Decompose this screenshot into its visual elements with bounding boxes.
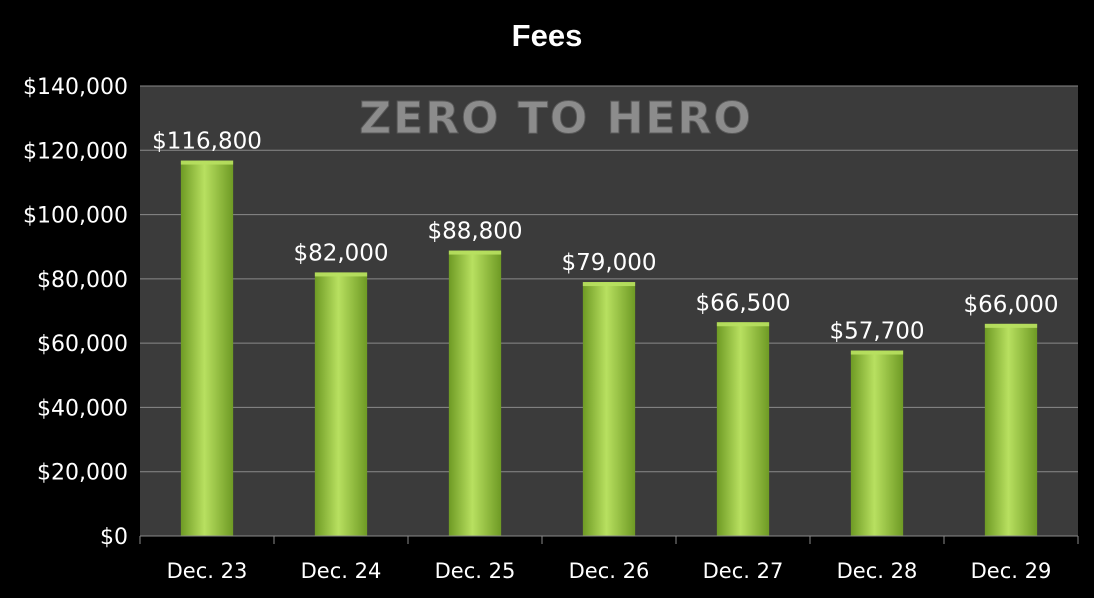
data-label: $82,000 [293, 240, 388, 266]
bar [180, 160, 234, 537]
bar [448, 250, 502, 537]
data-label: $88,800 [427, 219, 522, 245]
data-label: $66,500 [695, 290, 790, 316]
bar-top-highlight [582, 282, 636, 287]
x-tick-label: Dec. 28 [837, 559, 918, 583]
y-tick-label: $60,000 [37, 332, 128, 357]
y-tick-label: $20,000 [37, 461, 128, 486]
y-axis: $0 $20,000 $40,000 $60,000 $80,000 $100,000 $1… [23, 75, 128, 550]
x-axis: Dec. 23 Dec. 24 Dec. 25 Dec. 26 Dec. 27 Dec. … [139, 535, 1079, 583]
x-tick-label: Dec. 24 [301, 559, 382, 583]
bar [984, 323, 1038, 536]
bar [314, 272, 368, 536]
y-tick-label: $100,000 [23, 204, 128, 229]
data-label: $116,800 [152, 129, 262, 155]
data-labels: $116,800 $82,000 $88,800 $79,000 $66,500 $57,… [152, 129, 1058, 345]
x-tick-label: Dec. 23 [167, 559, 248, 583]
bar-top-highlight [180, 160, 234, 165]
data-label: $79,000 [561, 250, 656, 276]
bar-top-highlight [716, 322, 770, 327]
bar-top-highlight [850, 350, 904, 355]
x-tick-label: Dec. 26 [569, 559, 650, 583]
bars [180, 160, 1038, 537]
y-tick-label: $0 [100, 525, 128, 550]
data-label: $66,000 [963, 292, 1058, 318]
y-tick-label: $80,000 [37, 268, 128, 293]
x-tick-label: Dec. 25 [435, 559, 516, 583]
bar [582, 282, 636, 536]
y-tick-label: $140,000 [23, 75, 128, 100]
bar-top-highlight [448, 250, 502, 255]
bar-top-highlight [984, 323, 1038, 328]
x-tick-label: Dec. 27 [703, 559, 784, 583]
x-tick-label: Dec. 29 [971, 559, 1052, 583]
y-tick-label: $120,000 [23, 139, 128, 164]
watermark-text: ZERO TO HERO [359, 93, 752, 144]
chart-title: Fees [511, 18, 583, 53]
bar-top-highlight [314, 272, 368, 277]
y-tick-label: $40,000 [37, 396, 128, 421]
data-label: $57,700 [829, 319, 924, 345]
bar [850, 350, 904, 536]
bar [716, 322, 770, 536]
